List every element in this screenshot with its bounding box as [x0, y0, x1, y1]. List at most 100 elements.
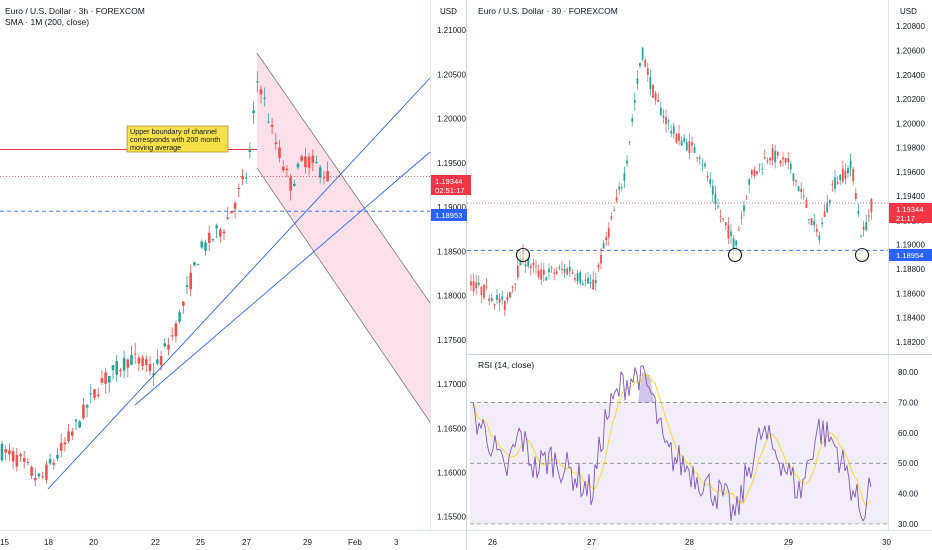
left-candle-body [182, 301, 185, 306]
right-candle-body [685, 142, 688, 151]
left-candle-body [244, 177, 248, 179]
left-candle-body [170, 335, 174, 337]
right-candle-body [844, 170, 847, 179]
right-plot-area[interactable] [467, 46, 888, 317]
right-candle-body [688, 141, 691, 153]
left-candle-body [130, 354, 133, 365]
right-candle-body [839, 174, 842, 181]
right-candle-body [553, 272, 556, 274]
right-candle-body [623, 173, 626, 181]
right-candle-body [587, 277, 589, 284]
left-candle-body [126, 359, 130, 368]
right-candle-body [633, 100, 636, 103]
right-x-tick: 29 [784, 538, 793, 547]
annotation-line-2: corresponds with 200 month [130, 135, 220, 144]
left-candle-body [259, 89, 263, 95]
left-candle-body [281, 166, 285, 171]
rsi-y-tick: 30.00 [898, 520, 919, 529]
left-candle-body [163, 343, 167, 347]
right-candle-body [766, 160, 769, 162]
right-x-tick: 30 [882, 538, 891, 547]
left-candle-body [285, 168, 289, 171]
right-time-axis[interactable]: 26 27 28 29 30 [488, 538, 891, 547]
right-candle-body [750, 170, 753, 175]
left-y-tick: 1.16000 [437, 468, 466, 477]
right-level-badge: 1.18954 [889, 249, 932, 261]
right-price-badge-value: 1.19344 [896, 205, 923, 214]
right-candle-body [867, 215, 870, 217]
left-x-tick: 3 [394, 538, 399, 547]
right-y-tick: 1.18200 [896, 338, 925, 347]
right-candle-body [776, 152, 779, 156]
right-candle-body [758, 164, 761, 166]
right-candle-body [597, 264, 600, 268]
right-candle-body [537, 270, 540, 277]
right-candle-body [748, 179, 751, 185]
right-candle-body [615, 197, 618, 201]
right-price-axis[interactable]: 1.20800 1.20600 1.20400 1.20200 1.20000 1.198… [896, 22, 925, 347]
support-touch-marker [854, 247, 870, 263]
right-candle-body [865, 222, 868, 231]
right-candle-body [501, 296, 504, 300]
right-candle-body [717, 206, 719, 208]
left-candle-body [304, 156, 307, 168]
channel-annotation[interactable]: Upper boundary of channel corresponds wi… [126, 125, 229, 153]
left-candle-body [178, 312, 181, 322]
left-x-tick: 25 [196, 538, 205, 547]
right-candle-body [821, 222, 823, 224]
right-candle-body [870, 198, 873, 213]
channel-lower-line [256, 167, 431, 423]
annotation-line-3: moving average [130, 143, 181, 152]
right-candle-body [592, 279, 595, 290]
rsi-y-tick: 80.00 [898, 368, 919, 377]
right-candle-body [831, 183, 834, 185]
left-candle-body [96, 394, 100, 397]
right-candle-body [613, 210, 615, 212]
left-trendline-shallow [134, 151, 431, 406]
right-candle-body [826, 202, 829, 212]
left-x-tick: 27 [242, 538, 251, 547]
left-candle-body [207, 232, 211, 243]
left-candle-body [296, 163, 300, 168]
left-candle-body [15, 455, 19, 467]
right-candle-body [763, 157, 766, 159]
right-price-badge: 1.19344 21:17 [889, 203, 932, 223]
left-candle-body [289, 177, 292, 191]
right-candle-body [719, 215, 722, 217]
right-candle-body [670, 130, 673, 134]
right-candle-body [782, 157, 784, 160]
left-candle-body [293, 183, 296, 187]
channel-fill [257, 53, 430, 422]
right-candle-body [571, 272, 574, 274]
right-candle-body [779, 160, 782, 164]
left-candle-body [141, 357, 144, 366]
right-candle-body [506, 296, 509, 300]
left-time-axis[interactable]: 15 18 20 22 25 27 29 Feb 3 [0, 538, 399, 547]
right-candle-body [698, 157, 701, 160]
left-candle-body [56, 454, 59, 459]
right-y-tick: 1.18600 [896, 289, 925, 298]
left-y-tick: 1.20500 [437, 70, 466, 79]
left-y-tick: 1.19000 [437, 203, 466, 212]
right-candle-body [704, 163, 706, 167]
right-candle-body [696, 157, 699, 159]
right-candle-body [529, 265, 532, 269]
right-currency-label: USD [900, 7, 917, 16]
rsi-plot-area[interactable] [470, 365, 888, 525]
right-candle-body [774, 150, 777, 163]
left-plot-area[interactable] [0, 52, 431, 490]
right-candle-body [550, 267, 553, 269]
right-candle-body [563, 268, 566, 273]
left-candle-body [104, 372, 107, 384]
left-candle-body [326, 171, 329, 182]
rsi-axis[interactable]: 80.00 70.00 60.00 50.00 40.00 30.00 [898, 368, 919, 529]
left-candle-body [148, 363, 152, 372]
right-candle-body [769, 158, 771, 161]
left-price-axis[interactable]: 1.21000 1.20500 1.20000 1.19500 1.19000 1.185… [437, 26, 466, 522]
rsi-y-tick: 70.00 [898, 399, 919, 408]
right-candle-body [527, 257, 530, 267]
left-candle-body [4, 449, 7, 453]
left-candle-body [233, 202, 237, 209]
left-x-tick: 20 [89, 538, 98, 547]
